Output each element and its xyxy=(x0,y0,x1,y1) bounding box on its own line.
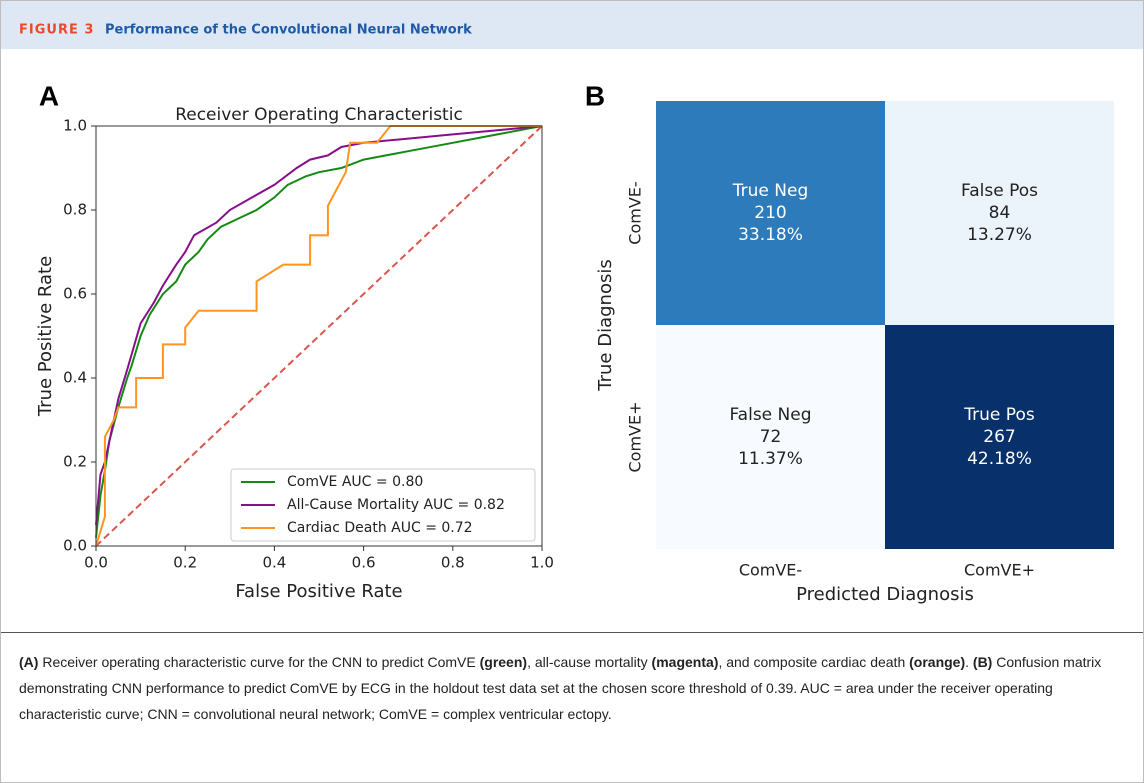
x-tick-label: 0.4 xyxy=(262,554,286,572)
roc-curve xyxy=(95,125,543,538)
y-tick-label: 0.2 xyxy=(63,453,87,471)
y-tick-label: ComVE- xyxy=(626,181,645,244)
panel-letter: B xyxy=(585,80,605,111)
cell-name: True Neg xyxy=(732,181,808,201)
y-axis-label: True Positive Rate xyxy=(35,256,56,417)
x-tick-label: 0.8 xyxy=(441,554,465,572)
figure-label: FIGURE 3 xyxy=(19,23,94,38)
header-bar xyxy=(1,1,1143,49)
x-tick-label: 0.0 xyxy=(84,554,108,572)
panel-letter: A xyxy=(39,80,59,111)
x-axis-label: False Positive Rate xyxy=(235,581,402,602)
matrix-cell xyxy=(656,101,885,325)
y-tick-label: 0.6 xyxy=(63,285,87,303)
legend-box xyxy=(230,468,536,542)
cell-count: 210 xyxy=(754,203,786,223)
caption-text: (orange) xyxy=(909,654,966,670)
cell-percent: 11.37% xyxy=(738,449,803,469)
caption-text: , and composite cardiac death xyxy=(718,654,910,670)
y-tick-label: 0.8 xyxy=(63,201,87,219)
caption-text: (A) xyxy=(19,654,39,670)
y-tick-label: 0.4 xyxy=(63,369,87,387)
y-tick-label: 0.0 xyxy=(63,537,87,555)
cell-percent: 13.27% xyxy=(967,225,1032,245)
matrix-cell xyxy=(885,325,1114,549)
x-tick-label: ComVE+ xyxy=(964,561,1035,580)
cell-name: False Neg xyxy=(729,405,811,425)
roc-curve xyxy=(95,125,543,526)
caption: (A) Receiver operating characteristic cu… xyxy=(19,649,1119,727)
x-axis-label: Predicted Diagnosis xyxy=(796,584,974,605)
x-tick-label: 0.6 xyxy=(352,554,376,572)
cell-percent: 33.18% xyxy=(738,225,803,245)
legend-label: All-Cause Mortality AUC = 0.82 xyxy=(287,497,505,513)
cell-count: 84 xyxy=(989,203,1011,223)
x-tick-label: 1.0 xyxy=(530,554,554,572)
caption-text: , all-cause mortality xyxy=(527,654,652,670)
cell-count: 267 xyxy=(983,427,1015,447)
caption-text: . xyxy=(965,654,973,670)
caption-text: (green) xyxy=(479,654,528,670)
caption-text: Receiver operating characteristic curve … xyxy=(38,654,480,670)
y-axis-label: True Diagnosis xyxy=(595,259,616,391)
roc-curve xyxy=(95,125,542,547)
chart-title: Receiver Operating Characteristic xyxy=(175,105,463,125)
matrix-cell xyxy=(656,325,885,549)
figure-title: Performance of the Convolutional Neural … xyxy=(105,23,472,38)
cell-name: False Pos xyxy=(961,181,1038,201)
cell-percent: 42.18% xyxy=(967,449,1032,469)
legend-label: ComVE AUC = 0.80 xyxy=(287,474,423,490)
figure-graphics: FIGURE 3 Performance of the Convolutiona… xyxy=(1,1,1143,633)
cell-count: 72 xyxy=(760,427,782,447)
caption-text: (magenta) xyxy=(651,654,719,670)
caption-text: (B) xyxy=(972,654,993,670)
plot-frame xyxy=(95,125,543,547)
matrix-cell xyxy=(885,101,1114,325)
y-tick-label: 1.0 xyxy=(63,117,87,135)
cell-name: True Pos xyxy=(963,405,1035,425)
chance-line xyxy=(95,125,543,547)
legend-label: Cardiac Death AUC = 0.72 xyxy=(287,520,473,536)
y-tick-label: ComVE+ xyxy=(626,401,645,472)
x-tick-label: ComVE- xyxy=(739,561,802,580)
x-tick-label: 0.2 xyxy=(173,554,197,572)
caption-text: Confusion matrix demonstrating CNN perfo… xyxy=(19,654,1102,722)
